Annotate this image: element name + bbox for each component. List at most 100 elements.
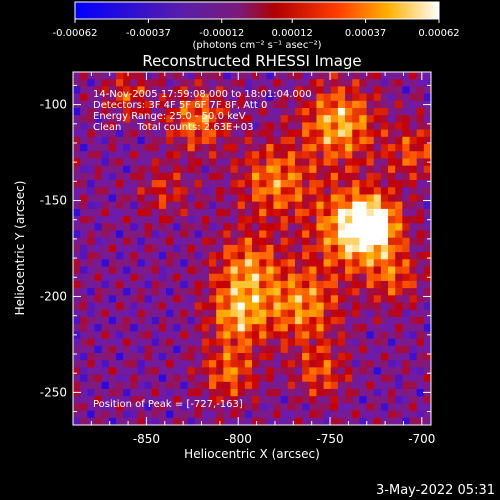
heatmap-cell	[259, 252, 267, 260]
heatmap-cell	[416, 194, 425, 203]
heatmap-cell	[166, 295, 174, 304]
heatmap-cell	[237, 273, 246, 282]
heatmap-cell	[201, 259, 210, 268]
heatmap-cell	[416, 165, 425, 174]
plot-frame	[72, 71, 432, 426]
heatmap-cell	[273, 324, 282, 332]
heatmap-cell	[294, 252, 303, 260]
heatmap-cell	[302, 108, 310, 116]
heatmap-cell	[323, 165, 332, 174]
heatmap-cell	[388, 273, 396, 282]
heatmap-cell	[266, 216, 275, 224]
heatmap-cell	[302, 237, 310, 246]
heatmap-cell	[373, 144, 382, 152]
heatmap-cell	[151, 86, 160, 95]
heatmap-cell	[209, 266, 217, 275]
heatmap-cell	[180, 79, 189, 87]
heatmap-cell	[309, 216, 318, 224]
heatmap-cell	[345, 331, 353, 340]
heatmap-cell	[130, 230, 139, 239]
heatmap-cell	[366, 144, 375, 152]
heatmap-cell	[144, 288, 153, 296]
heatmap-cell	[101, 216, 110, 224]
heatmap-cell	[345, 72, 353, 80]
heatmap-cell	[416, 403, 425, 412]
heatmap-cell	[423, 252, 431, 260]
heatmap-cell	[115, 72, 124, 80]
heatmap-cell	[380, 151, 389, 160]
heatmap-cell	[294, 288, 303, 296]
heatmap-cell	[101, 144, 110, 152]
heatmap-cell	[108, 93, 117, 102]
heatmap-cell	[345, 86, 353, 95]
heatmap-cell	[337, 410, 346, 419]
heatmap-cell	[144, 144, 153, 152]
heatmap-cell	[337, 288, 346, 296]
heatmap-cell	[173, 259, 181, 268]
heatmap-cell	[80, 403, 88, 412]
heatmap-cell	[316, 187, 325, 196]
heatmap-cell	[380, 309, 389, 318]
heatmap-cell	[94, 72, 103, 80]
heatmap-cell	[373, 208, 382, 217]
heatmap-cell	[73, 244, 81, 253]
heatmap-cell	[366, 201, 375, 210]
heatmap-cell	[230, 273, 239, 282]
heatmap-cell	[94, 216, 103, 224]
heatmap-cell	[209, 316, 217, 325]
heatmap-cell	[194, 115, 203, 124]
heatmap-cell	[266, 201, 275, 210]
heatmap-cell	[237, 122, 246, 131]
heatmap-cell	[194, 295, 203, 304]
heatmap-cell	[209, 187, 217, 196]
heatmap-cell	[337, 237, 346, 246]
heatmap-cell	[151, 136, 160, 145]
heatmap-cell	[137, 208, 146, 217]
heatmap-cell	[194, 72, 203, 80]
heatmap-cell	[337, 302, 346, 311]
heatmap-cell	[402, 194, 411, 203]
heatmap-cell	[352, 316, 360, 325]
heatmap-cell	[409, 180, 418, 188]
heatmap-cell	[287, 316, 296, 325]
heatmap-cell	[294, 367, 303, 376]
heatmap-cell	[302, 115, 310, 124]
heatmap-cell	[223, 280, 232, 289]
annotations: 14-Nov-2005 17:59:08.000 to 18:01:04.000…	[93, 89, 312, 410]
heatmap-cell	[230, 100, 239, 109]
heatmap-cell	[380, 144, 389, 152]
heatmap-cell	[166, 122, 174, 131]
heatmap-cell	[330, 331, 339, 340]
heatmap-cell	[359, 403, 368, 412]
heatmap-cell	[302, 288, 310, 296]
heatmap-cell	[137, 100, 146, 109]
heatmap-cell	[423, 309, 431, 318]
heatmap-cell	[237, 374, 246, 383]
heatmap-cell	[287, 144, 296, 152]
heatmap-cell	[330, 244, 339, 253]
heatmap-cell	[166, 266, 174, 275]
heatmap-cell	[209, 288, 217, 296]
heatmap-cell	[402, 352, 411, 361]
heatmap-cell	[151, 129, 160, 138]
heatmap-cell	[244, 165, 253, 174]
heatmap-cell	[423, 136, 431, 145]
heatmap-cell	[366, 324, 375, 332]
heatmap-cell	[330, 208, 339, 217]
heatmap-cell	[244, 331, 253, 340]
heatmap-cell	[201, 158, 210, 167]
heatmap-cell	[80, 259, 88, 268]
heatmap-cell	[151, 187, 160, 196]
heatmap-cell	[173, 352, 181, 361]
heatmap-cell	[330, 403, 339, 412]
heatmap-cell	[137, 295, 146, 304]
heatmap-cell	[108, 388, 117, 397]
heatmap-cell	[252, 403, 260, 412]
heatmap-cell	[123, 244, 131, 253]
heatmap-cell	[395, 115, 403, 124]
heatmap-cell	[423, 86, 431, 95]
heatmap-cell	[380, 86, 389, 95]
heatmap-cell	[209, 208, 217, 217]
heatmap-cell	[416, 158, 425, 167]
heatmap-cell	[345, 360, 353, 368]
